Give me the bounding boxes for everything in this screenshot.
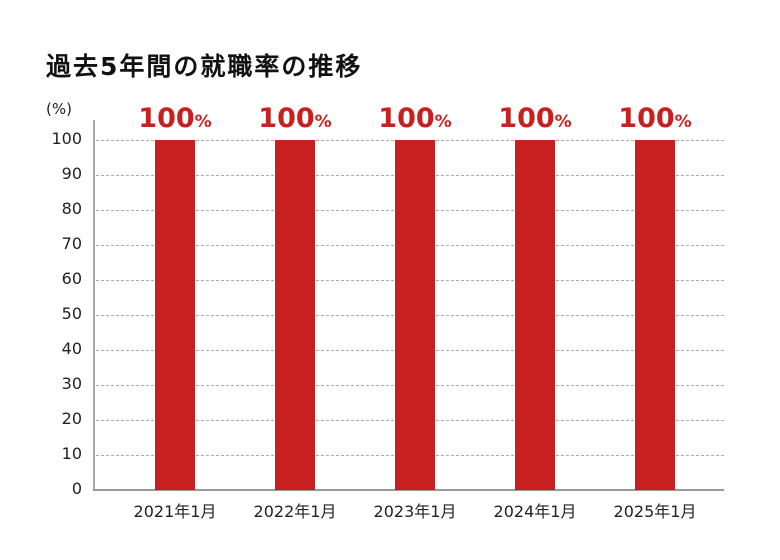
y-tick-label: 40 bbox=[61, 339, 82, 358]
bar bbox=[515, 140, 555, 490]
bar-value-label: 100% bbox=[365, 103, 465, 134]
bar-value-number: 100 bbox=[498, 103, 555, 134]
x-tick-label: 2023年1月 bbox=[373, 502, 457, 521]
bar-value-suffix: % bbox=[674, 112, 692, 132]
y-tick-label: 90 bbox=[61, 164, 82, 183]
y-tick-label: 20 bbox=[61, 409, 82, 428]
bar bbox=[635, 140, 675, 490]
x-tick-label: 2022年1月 bbox=[253, 502, 337, 521]
y-axis-line bbox=[93, 120, 95, 491]
y-axis-unit-label: (%) bbox=[46, 100, 72, 118]
y-tick-label: 80 bbox=[61, 199, 82, 218]
x-axis-line bbox=[93, 489, 724, 491]
bar-value-suffix: % bbox=[194, 112, 212, 132]
bar-value-number: 100 bbox=[618, 103, 675, 134]
bar-value-label: 100% bbox=[605, 103, 705, 134]
y-tick-label: 10 bbox=[61, 444, 82, 463]
bar-value-suffix: % bbox=[554, 112, 572, 132]
bar-value-suffix: % bbox=[434, 112, 452, 132]
bar-value-suffix: % bbox=[314, 112, 332, 132]
bar bbox=[395, 140, 435, 490]
y-tick-label: 60 bbox=[61, 269, 82, 288]
y-tick-label: 50 bbox=[61, 304, 82, 323]
x-tick-label: 2021年1月 bbox=[133, 502, 217, 521]
bar bbox=[275, 140, 315, 490]
y-tick-label: 0 bbox=[71, 479, 82, 498]
bar-value-number: 100 bbox=[138, 103, 195, 134]
bar-value-label: 100% bbox=[125, 103, 225, 134]
x-tick-label: 2025年1月 bbox=[613, 502, 697, 521]
bar bbox=[155, 140, 195, 490]
bar-value-label: 100% bbox=[245, 103, 345, 134]
bar-value-number: 100 bbox=[378, 103, 435, 134]
y-tick-label: 70 bbox=[61, 234, 82, 253]
bar-value-number: 100 bbox=[258, 103, 315, 134]
y-tick-label: 30 bbox=[61, 374, 82, 393]
chart-title: 過去5年間の就職率の推移 bbox=[46, 52, 363, 81]
bar-value-label: 100% bbox=[485, 103, 585, 134]
y-tick-label: 100 bbox=[51, 129, 82, 148]
x-tick-label: 2024年1月 bbox=[493, 502, 577, 521]
